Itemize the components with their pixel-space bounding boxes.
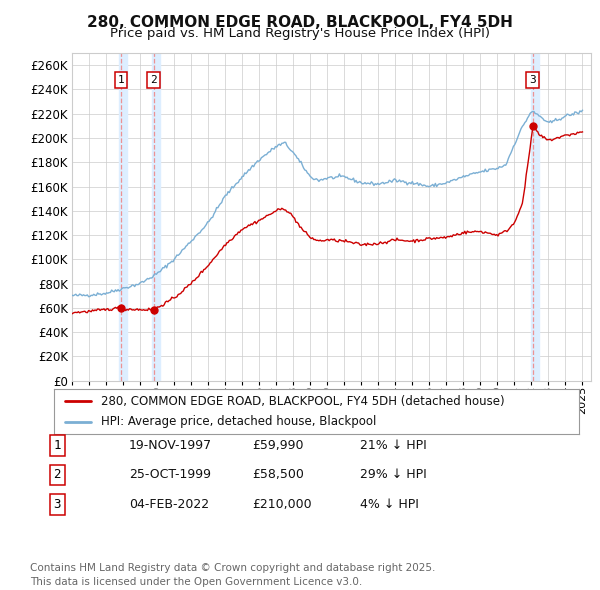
- Bar: [119, 53, 127, 381]
- Text: £210,000: £210,000: [252, 498, 311, 511]
- Text: 2: 2: [151, 75, 157, 85]
- Bar: [152, 53, 160, 381]
- Text: 3: 3: [530, 75, 536, 85]
- Text: Price paid vs. HM Land Registry's House Price Index (HPI): Price paid vs. HM Land Registry's House …: [110, 27, 490, 40]
- Bar: [531, 53, 539, 381]
- Text: Contains HM Land Registry data © Crown copyright and database right 2025.
This d: Contains HM Land Registry data © Crown c…: [30, 563, 436, 587]
- Text: 2: 2: [53, 468, 61, 481]
- Text: 4% ↓ HPI: 4% ↓ HPI: [360, 498, 419, 511]
- Text: 04-FEB-2022: 04-FEB-2022: [129, 498, 209, 511]
- Text: 1: 1: [118, 75, 124, 85]
- Text: 1: 1: [53, 439, 61, 452]
- Text: £59,990: £59,990: [252, 439, 304, 452]
- Text: 280, COMMON EDGE ROAD, BLACKPOOL, FY4 5DH: 280, COMMON EDGE ROAD, BLACKPOOL, FY4 5D…: [87, 15, 513, 30]
- Text: 280, COMMON EDGE ROAD, BLACKPOOL, FY4 5DH (detached house): 280, COMMON EDGE ROAD, BLACKPOOL, FY4 5D…: [101, 395, 505, 408]
- Text: 19-NOV-1997: 19-NOV-1997: [129, 439, 212, 452]
- Text: 25-OCT-1999: 25-OCT-1999: [129, 468, 211, 481]
- Text: £58,500: £58,500: [252, 468, 304, 481]
- Text: HPI: Average price, detached house, Blackpool: HPI: Average price, detached house, Blac…: [101, 415, 377, 428]
- Text: 29% ↓ HPI: 29% ↓ HPI: [360, 468, 427, 481]
- Text: 21% ↓ HPI: 21% ↓ HPI: [360, 439, 427, 452]
- Text: 3: 3: [53, 498, 61, 511]
